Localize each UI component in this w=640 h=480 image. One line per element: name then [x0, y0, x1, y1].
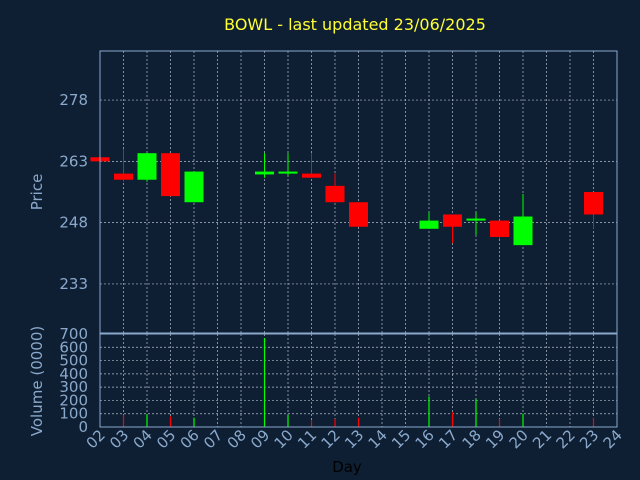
candle-body: [161, 153, 180, 197]
candle-body: [325, 185, 345, 203]
volume-axis-label: Volume (0000): [28, 326, 46, 436]
volume-tick-label: 600: [59, 338, 88, 356]
x-tick-label: 14: [365, 426, 391, 452]
x-tick-label: 17: [435, 426, 461, 452]
volume-tick-label: 300: [59, 378, 88, 396]
price-panel: 233 248 263 278: [59, 50, 618, 334]
x-tick-label: 03: [106, 426, 132, 452]
price-tick-label: 263: [59, 152, 88, 170]
volume-tick-label: 500: [59, 352, 88, 370]
x-tick-label: 21: [529, 426, 555, 452]
candle-body: [419, 220, 439, 229]
candle-body: [278, 171, 298, 174]
candle-body: [349, 202, 368, 227]
x-tick-label: 24: [600, 426, 626, 452]
x-tick-label: 09: [247, 426, 273, 452]
price-tick-label: 248: [59, 214, 88, 232]
price-tick-label: 233: [59, 275, 88, 293]
volume-tick-label: 400: [59, 365, 88, 383]
x-tick-label: 20: [506, 426, 532, 452]
x-tick-label: 16: [412, 426, 438, 452]
x-tick-label: 04: [130, 426, 156, 452]
x-axis-label: Day: [332, 458, 362, 476]
candle-body: [490, 220, 509, 237]
x-tick-label: 18: [459, 426, 485, 452]
x-tick-label: 08: [224, 426, 250, 452]
x-tick-label: 22: [553, 426, 579, 452]
candle-body: [184, 171, 204, 203]
x-axis: 0203040506070809101112131415161718192021…: [83, 426, 626, 452]
volume-plot-frame: [99, 333, 618, 428]
candle-body: [584, 192, 603, 215]
volume-tick-label: 200: [59, 391, 88, 409]
x-tick-label: 19: [482, 426, 508, 452]
candle-body: [137, 153, 157, 180]
candle-body: [466, 218, 486, 221]
x-tick-label: 10: [271, 426, 297, 452]
x-tick-label: 07: [200, 426, 226, 452]
candle-body: [114, 173, 133, 180]
volume-tick-label: 0: [78, 418, 88, 436]
candle-body: [443, 214, 462, 227]
price-axis-label: Price: [28, 174, 46, 211]
candle-body: [255, 171, 274, 175]
x-tick-label: 11: [294, 426, 320, 452]
candle-body: [513, 216, 533, 246]
candle-body: [302, 173, 321, 178]
x-tick-label: 12: [318, 426, 344, 452]
x-tick-label: 23: [576, 426, 602, 452]
x-tick-label: 15: [388, 426, 414, 452]
x-tick-label: 06: [177, 426, 203, 452]
chart-title: BOWL - last updated 23/06/2025: [224, 15, 486, 34]
price-tick-label: 278: [59, 91, 88, 109]
volume-tick-label: 100: [59, 405, 88, 423]
volume-tick-label: 700: [59, 325, 88, 343]
x-tick-label: 05: [153, 426, 179, 452]
price-plot-frame: [99, 50, 618, 334]
x-tick-label: 13: [341, 426, 367, 452]
